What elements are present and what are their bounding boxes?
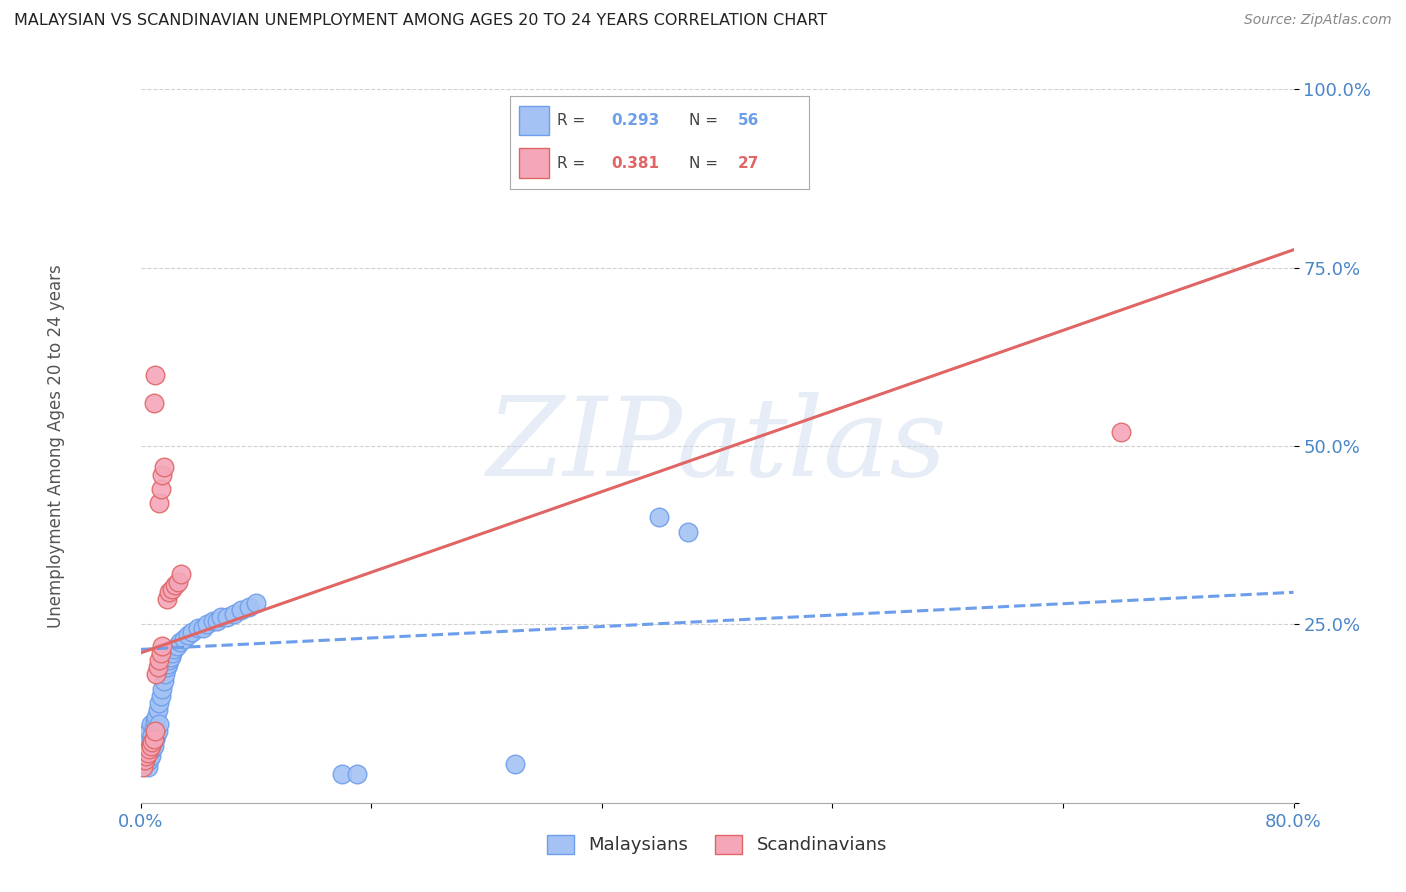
Point (238, 599, 260, 614)
Point (142, 731, 165, 746)
Point (141, 735, 163, 749)
Point (148, 717, 170, 731)
Point (136, 731, 159, 746)
Point (145, 728, 167, 742)
Point (181, 624, 204, 639)
Point (160, 649, 183, 664)
Point (141, 742, 163, 756)
Point (187, 621, 209, 635)
Point (143, 368, 166, 382)
Point (139, 735, 162, 749)
Point (162, 582, 184, 596)
Point (191, 621, 214, 635)
Point (167, 574, 190, 589)
Point (205, 614, 228, 628)
Point (152, 460, 174, 475)
Point (143, 724, 166, 739)
Point (648, 510, 671, 524)
Point (135, 756, 157, 771)
Point (153, 667, 176, 681)
Text: Source: ZipAtlas.com: Source: ZipAtlas.com (1244, 13, 1392, 28)
Point (503, 756, 526, 771)
Point (150, 681, 173, 696)
Point (148, 696, 170, 710)
Point (159, 653, 180, 667)
Point (678, 524, 700, 539)
Point (150, 639, 173, 653)
Point (162, 646, 184, 660)
Point (138, 742, 160, 756)
Point (169, 635, 191, 649)
Point (132, 760, 155, 774)
Legend: Malaysians, Scandinavians: Malaysians, Scandinavians (540, 828, 894, 862)
Point (156, 657, 179, 671)
Point (139, 717, 162, 731)
Point (195, 617, 218, 632)
Point (155, 592, 177, 607)
Point (134, 746, 156, 760)
Text: Unemployment Among Ages 20 to 24 years: Unemployment Among Ages 20 to 24 years (48, 264, 65, 628)
Text: ZIPatlas: ZIPatlas (486, 392, 948, 500)
Point (136, 749, 159, 764)
Point (145, 667, 167, 681)
Point (155, 660, 177, 674)
Point (1109, 425, 1132, 439)
Point (152, 674, 174, 689)
Point (138, 742, 160, 756)
Point (150, 467, 173, 482)
Point (177, 628, 200, 642)
Point (148, 653, 170, 667)
Point (166, 639, 188, 653)
Point (132, 753, 155, 767)
Point (143, 731, 166, 746)
Point (139, 739, 162, 753)
Text: MALAYSIAN VS SCANDINAVIAN UNEMPLOYMENT AMONG AGES 20 TO 24 YEARS CORRELATION CHA: MALAYSIAN VS SCANDINAVIAN UNEMPLOYMENT A… (14, 13, 827, 29)
Point (138, 724, 160, 739)
Point (135, 749, 157, 764)
Point (134, 753, 156, 767)
Point (146, 660, 169, 674)
Point (145, 710, 167, 724)
Point (143, 714, 166, 728)
Point (163, 642, 186, 657)
Point (332, 767, 354, 781)
Point (346, 767, 368, 781)
Point (142, 721, 165, 735)
Point (245, 596, 267, 610)
Point (173, 632, 195, 646)
Point (142, 739, 165, 753)
Point (136, 746, 159, 760)
Point (159, 585, 180, 599)
Point (201, 614, 224, 628)
Point (136, 760, 159, 774)
Point (217, 610, 239, 624)
Point (224, 607, 246, 621)
Point (149, 646, 172, 660)
Point (142, 396, 165, 410)
Point (146, 703, 169, 717)
Point (146, 724, 169, 739)
Point (141, 728, 163, 742)
Point (209, 610, 232, 624)
Point (135, 739, 157, 753)
Point (138, 753, 160, 767)
Point (149, 689, 172, 703)
Point (148, 496, 170, 510)
Point (149, 482, 172, 496)
Point (170, 567, 193, 582)
Point (231, 603, 253, 617)
Point (165, 578, 187, 592)
Point (139, 749, 162, 764)
